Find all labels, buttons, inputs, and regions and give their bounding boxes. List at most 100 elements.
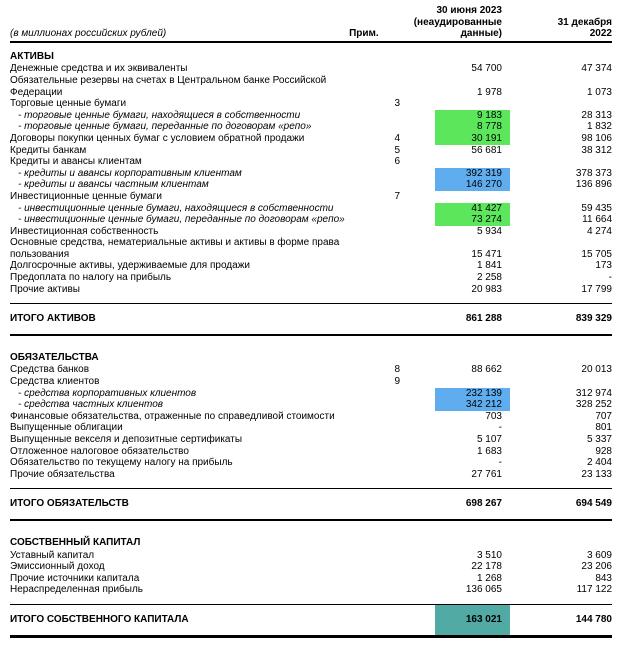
row-value-prior: 1 832 [586, 121, 612, 133]
table-row: Денежные средства и их эквиваленты 54 700… [10, 63, 612, 75]
row-value-prior: 15 705 [581, 248, 612, 260]
total-note-ref [370, 617, 400, 635]
row-value-prior: 843 [595, 572, 612, 584]
table-row: - инвестиционные ценные бумаги, находящи… [10, 202, 612, 215]
row-label: Прочие источники капитала [10, 572, 140, 584]
table-row: - средства частных клиентов 342 212 328 25… [10, 399, 612, 411]
row-label: Выпущенные векселя и депозитные сертифик… [10, 434, 243, 445]
row-label: Прочие активы [10, 283, 80, 295]
row-label: Выпущенные облигации [10, 422, 123, 434]
row-value-current: 56 681 [471, 144, 502, 156]
row-label: Инвестиционные ценные бумаги [10, 190, 162, 202]
table-row: Предоплата по налогу на прибыль 2 258 - [10, 272, 612, 284]
notes-column-header: Прим. [349, 28, 379, 40]
total-value-prior: 694 549 [575, 498, 612, 510]
row-label: Средства банков [10, 364, 90, 376]
total-row: ИТОГО АКТИВОВ 861 288 839 329 [10, 303, 612, 336]
row-value-current: 73 274 [435, 214, 510, 226]
row-value-current: 5 107 [476, 434, 502, 445]
row-value-current: 27 761 [471, 468, 502, 480]
row-value-prior: 801 [595, 422, 612, 434]
table-row: Средства клиентов 9 [10, 376, 612, 388]
table-row: Обязательство по текущему налогу на приб… [10, 457, 612, 469]
row-label: Договоры покупки ценных бумаг с условием… [10, 132, 305, 144]
row-value-current: 392 319 [435, 167, 510, 180]
row-label: Прочие обязательства [10, 468, 115, 480]
row-value-prior: 707 [595, 410, 612, 422]
table-row: Финансовые обязательства, отраженные по … [10, 411, 612, 423]
row-value-prior: 23 206 [581, 561, 612, 573]
row-value-current: 2 258 [476, 272, 502, 284]
total-row: ИТОГО СОБСТВЕННОГО КАПИТАЛА 163 021 144 78… [10, 603, 612, 638]
row-value-prior: 38 312 [581, 144, 612, 156]
row-value-prior: 173 [595, 260, 612, 272]
row-note-ref: 3 [394, 98, 400, 110]
table-row: Нераспределенная прибыль 136 065 117 122 [10, 584, 612, 596]
row-value-current: 30 191 [435, 132, 510, 145]
row-value-current: 5 934 [476, 225, 502, 237]
section-title: АКТИВЫ [10, 50, 54, 62]
table-row: Выпущенные векселя и депозитные сертифик… [10, 434, 612, 446]
table-row: - торговые ценные бумаги, переданные по … [10, 121, 612, 133]
table-row: Кредиты банкам 5 56 681 38 312 [10, 145, 612, 157]
row-value-prior: 23 133 [581, 468, 612, 480]
table-row: Инвестиционная собственность 5 934 4 274 [10, 226, 612, 238]
table-row: Торговые ценные бумаги 3 [10, 98, 612, 110]
table-body: АКТИВЫ Денежные средства и их эквиваленты… [10, 51, 612, 638]
row-value-prior: 47 374 [581, 63, 612, 75]
table-row: Договоры покупки ценных бумаг с условием… [10, 132, 612, 145]
total-value-current: 163 021 [435, 604, 510, 635]
total-label: ИТОГО ОБЯЗАТЕЛЬСТВ [10, 498, 129, 510]
row-value-prior: 5 337 [586, 434, 612, 445]
row-label: Обязательные резервы на счетах в Централ… [10, 74, 327, 98]
row-label: Эмиссионный доход [10, 561, 105, 573]
table-row: Уставный капитал 3 510 3 609 [10, 550, 612, 562]
total-value-prior: 839 329 [575, 313, 612, 325]
table-row: Выпущенные облигации - 801 [10, 422, 612, 434]
table-row: Кредиты и авансы клиентам 6 [10, 156, 612, 168]
row-label: - инвестиционные ценные бумаги, переданн… [18, 214, 345, 226]
row-value-current: 342 212 [435, 399, 510, 411]
row-value-current: - [498, 422, 502, 434]
table-row: Основные средства, нематериальные активы… [10, 237, 612, 260]
row-value-prior: 328 252 [575, 399, 612, 411]
row-label: Обязательство по текущему налогу на приб… [10, 457, 233, 469]
row-label: - торговые ценные бумаги, переданные по … [18, 121, 312, 133]
table-row: Инвестиционные ценные бумаги 7 [10, 191, 612, 203]
row-value-prior: - [608, 272, 612, 284]
row-value-current: 3 510 [476, 549, 502, 561]
table-row: Средства банков 8 88 662 20 013 [10, 364, 612, 376]
total-value-prior: 144 780 [575, 613, 612, 625]
table-row: - кредиты и авансы корпоративным клиента… [10, 167, 612, 180]
row-note-ref: 4 [394, 132, 400, 144]
row-value-prior: 928 [595, 445, 612, 457]
row-label: Уставный капитал [10, 549, 95, 561]
row-value-current: 9 183 [435, 109, 510, 122]
row-label: Долгосрочные активы, удерживаемые для пр… [10, 260, 250, 272]
row-value-current: 8 778 [435, 121, 510, 133]
row-label: - средства корпоративных клиентов [18, 387, 197, 399]
row-value-current: 22 178 [471, 561, 502, 573]
row-value-prior: 1 073 [586, 86, 612, 98]
table-row: - торговые ценные бумаги, находящиеся в … [10, 109, 612, 122]
row-label: Торговые ценные бумаги [10, 98, 127, 110]
row-note-ref: 7 [394, 190, 400, 202]
row-label: Предоплата по налогу на прибыль [10, 272, 172, 284]
row-label: - кредиты и авансы частным клиентам [18, 179, 209, 191]
row-value-current: 1 841 [476, 260, 502, 272]
row-value-current: 88 662 [471, 364, 502, 376]
row-label: Кредиты банкам [10, 144, 87, 156]
total-row: ИТОГО ОБЯЗАТЕЛЬСТВ 698 267 694 549 [10, 488, 612, 521]
row-note-ref: 6 [394, 156, 400, 168]
row-value-current: 232 139 [435, 387, 510, 400]
row-label: Средства клиентов [10, 376, 100, 388]
row-value-prior: 136 896 [575, 179, 612, 191]
row-value-prior: 2 404 [586, 457, 612, 469]
row-value-current: 136 065 [465, 584, 502, 596]
table-row: Прочие обязательства 27 761 23 133 [10, 469, 612, 481]
row-label: Основные средства, нематериальные активы… [10, 237, 340, 260]
section-title: ОБЯЗАТЕЛЬСТВА [10, 351, 99, 363]
total-label: ИТОГО СОБСТВЕННОГО КАПИТАЛА [10, 613, 189, 625]
row-value-current: 1 683 [476, 445, 502, 457]
row-value-current: 146 270 [435, 179, 510, 191]
